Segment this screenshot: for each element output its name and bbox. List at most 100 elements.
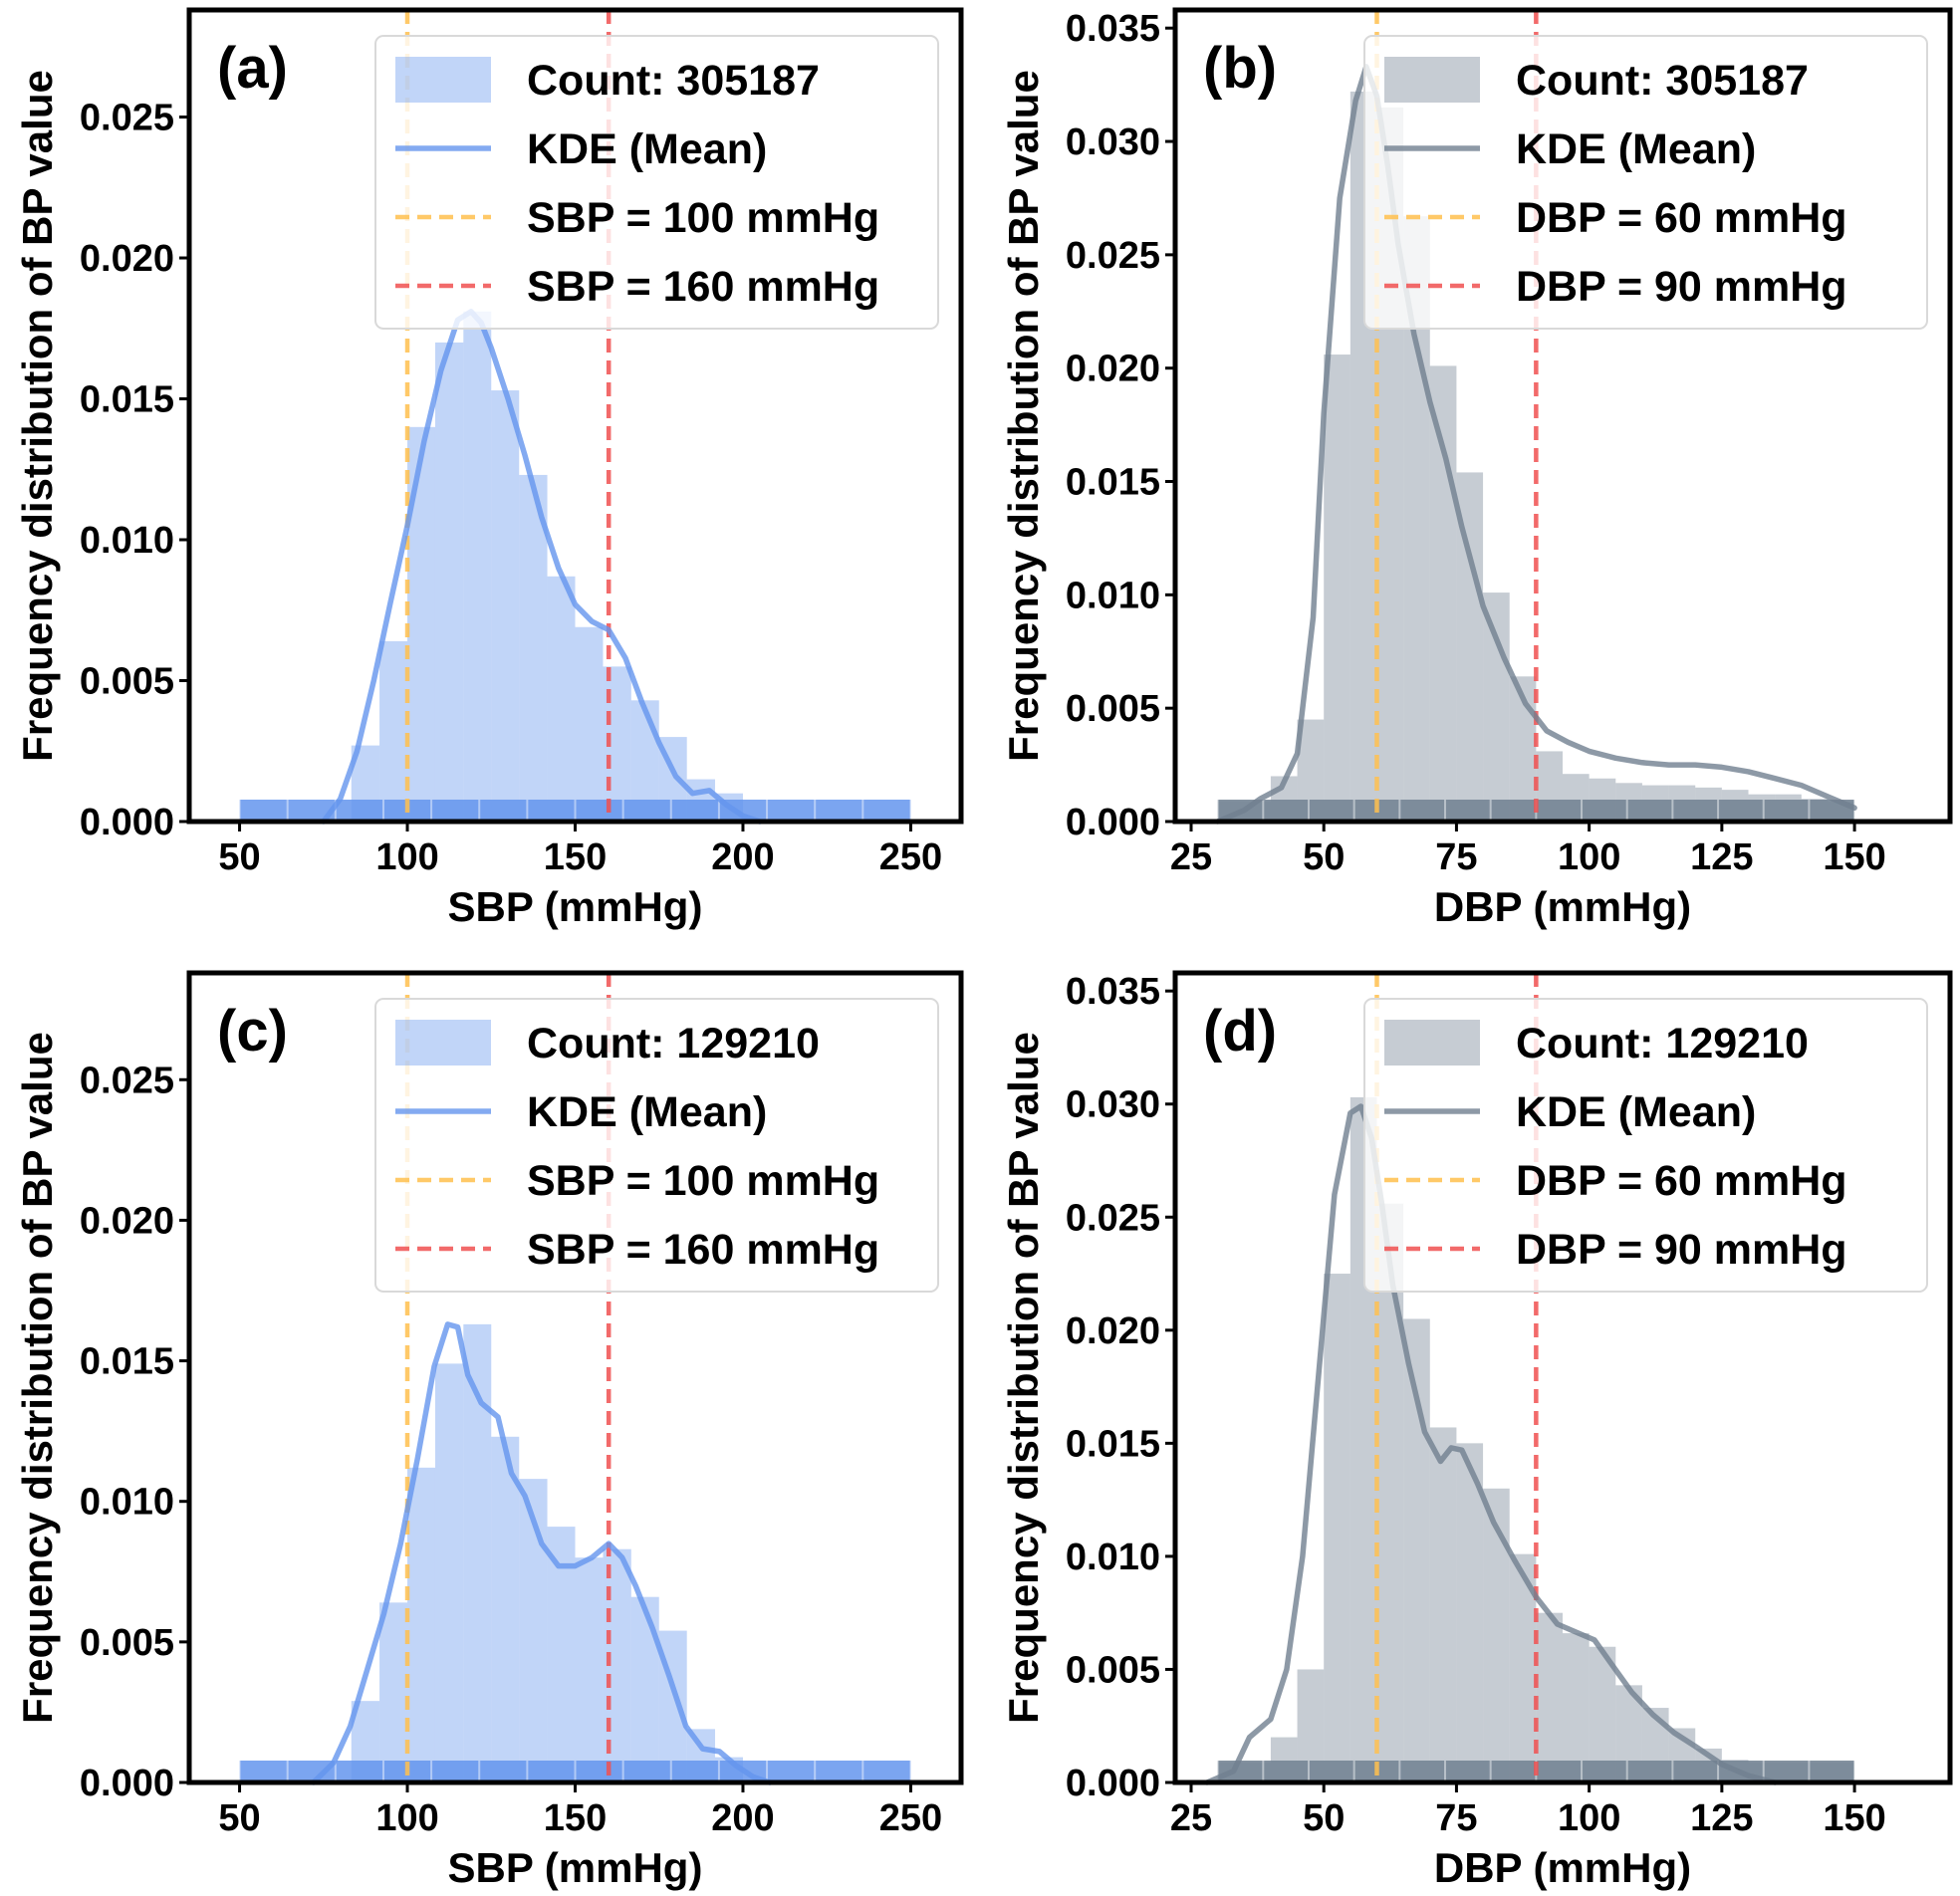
legend-swatch [395,57,491,103]
y-axis-title: Frequency distribution of BP value [1000,70,1047,762]
x-axis-title: SBP (mmHg) [448,883,703,930]
y-tick-label: 0.030 [1066,121,1160,163]
legend-entry-kde: KDE (Mean) [1384,125,1756,173]
x-tick-label: 100 [375,1797,438,1839]
legend: Count: 305187 KDE (Mean) DBP = 60 mmHg DBP … [1363,35,1928,330]
histogram-bar [491,1436,520,1782]
y-tick-label: 0.010 [80,1482,174,1524]
x-tick-label: 75 [1435,1797,1477,1839]
histogram-bar [1483,592,1510,822]
legend-label: KDE (Mean) [527,1088,767,1136]
legend-label: SBP = 100 mmHg [527,194,879,242]
histogram-bar [463,311,492,822]
y-tick-label: 0.000 [80,802,174,843]
histogram-bar [491,390,520,822]
histogram-bar [379,1602,408,1782]
y-tick-label: 0.005 [80,661,174,703]
y-tick-label: 0.025 [1066,1197,1160,1239]
legend-swatch [1384,1020,1480,1066]
histogram-bar [519,1479,548,1782]
y-tick-label: 0.025 [80,98,174,139]
legend-label: DBP = 60 mmHg [1516,1157,1847,1205]
panel-label: (c) [217,999,288,1064]
x-tick-label: 250 [879,836,942,878]
histogram-bar [1536,1612,1563,1782]
legend: Count: 129210 KDE (Mean) DBP = 60 mmHg DBP … [1363,998,1928,1293]
legend-label: SBP = 100 mmHg [527,1157,879,1205]
axes-frame [1172,7,1953,825]
histogram-bar [434,342,464,822]
y-tick-label: 0.020 [1066,1310,1160,1352]
x-tick-label: 150 [1823,836,1885,878]
histogram-bar [1429,365,1457,822]
legend-entry-high-threshold: DBP = 90 mmHg [1384,263,1847,311]
panel-label: (a) [217,36,288,101]
x-tick-label: 75 [1435,836,1477,878]
y-tick-label: 0.020 [80,238,174,280]
x-tick-label: 25 [1170,836,1212,878]
x-tick-label: 125 [1690,1797,1753,1839]
chart-panel-4: 25 50 75 100 125 150 0.000 0.005 0.010 0.015 0.020… [1000,970,1953,1891]
histogram-bar [1324,1274,1350,1782]
legend: Count: 129210 KDE (Mean) SBP = 100 mmHg SBP… [374,998,939,1293]
legend-label: Count: 305187 [1516,57,1809,105]
x-axis-title: SBP (mmHg) [448,1844,703,1891]
kde-curve [321,309,763,825]
kde-curve [1214,64,1857,825]
x-tick-label: 25 [1170,1797,1212,1839]
chart-panel-3: 50 100 150 200 250 0.000 0.005 0.010 0.015 0.020 0… [14,970,964,1891]
x-tick-label: 200 [711,836,774,878]
histogram-bar [1563,1633,1590,1782]
chart-panel-2: 25 50 75 100 125 150 0.000 0.005 0.010 0.015 0.020… [1000,7,1953,930]
legend-entry-count: Count: 305187 [395,57,820,105]
histogram-bar [379,640,408,822]
histogram-bar [1483,1488,1510,1782]
y-tick-label: 0.000 [80,1763,174,1804]
legend-entry-low-threshold: SBP = 100 mmHg [395,194,879,242]
legend-label: DBP = 90 mmHg [1516,263,1847,311]
legend-box [1363,35,1928,330]
kde-curve [1204,1103,1778,1785]
legend-label: Count: 129210 [527,1020,820,1067]
legend-label: DBP = 90 mmHg [1516,1226,1847,1274]
histogram-bar [547,576,576,822]
legend-label: KDE (Mean) [527,125,767,173]
legend-box [374,35,939,330]
legend-entry-count: Count: 305187 [1384,57,1809,105]
x-tick-label: 100 [1558,1797,1620,1839]
legend-entry-kde: KDE (Mean) [1384,1088,1756,1136]
legend-entry-count: Count: 129210 [1384,1020,1809,1067]
y-tick-label: 0.015 [80,379,174,421]
x-tick-label: 150 [544,1797,607,1839]
legend-entry-low-threshold: DBP = 60 mmHg [1384,1157,1847,1205]
legend-box [374,998,939,1293]
y-axis-title: Frequency distribution of BP value [14,1032,61,1724]
histogram-bar [1376,1203,1404,1782]
panel-label: (b) [1203,36,1277,101]
histogram-bar [407,426,435,822]
y-tick-label: 0.020 [1066,349,1160,390]
legend-label: Count: 129210 [1516,1020,1809,1067]
x-tick-label: 50 [218,1797,260,1839]
x-tick-label: 150 [1823,1797,1885,1839]
y-axis-title: Frequency distribution of BP value [1000,1032,1047,1724]
histogram-bar [547,1527,576,1782]
y-tick-label: 0.010 [1066,575,1160,616]
y-tick-label: 0.015 [1066,1423,1160,1465]
y-tick-label: 0.025 [80,1060,174,1101]
histogram-bar [1456,1443,1484,1782]
histogram-bar [575,1557,604,1782]
chart-panel-1: 50 100 150 200 250 0.000 0.005 0.010 0.015 0.020 0… [14,7,964,930]
x-tick-label: 50 [1303,836,1345,878]
y-tick-label: 0.000 [1066,802,1160,843]
legend-box [1363,998,1928,1293]
panel-label: (d) [1203,999,1277,1064]
y-tick-label: 0.020 [80,1200,174,1242]
legend: Count: 305187 KDE (Mean) SBP = 100 mmHg SBP… [374,35,939,330]
histogram-bar [1429,1427,1457,1782]
legend-label: KDE (Mean) [1516,125,1756,173]
x-tick-label: 100 [375,836,438,878]
legend-label: KDE (Mean) [1516,1088,1756,1136]
x-tick-label: 125 [1690,836,1753,878]
histogram-bar [575,626,604,822]
